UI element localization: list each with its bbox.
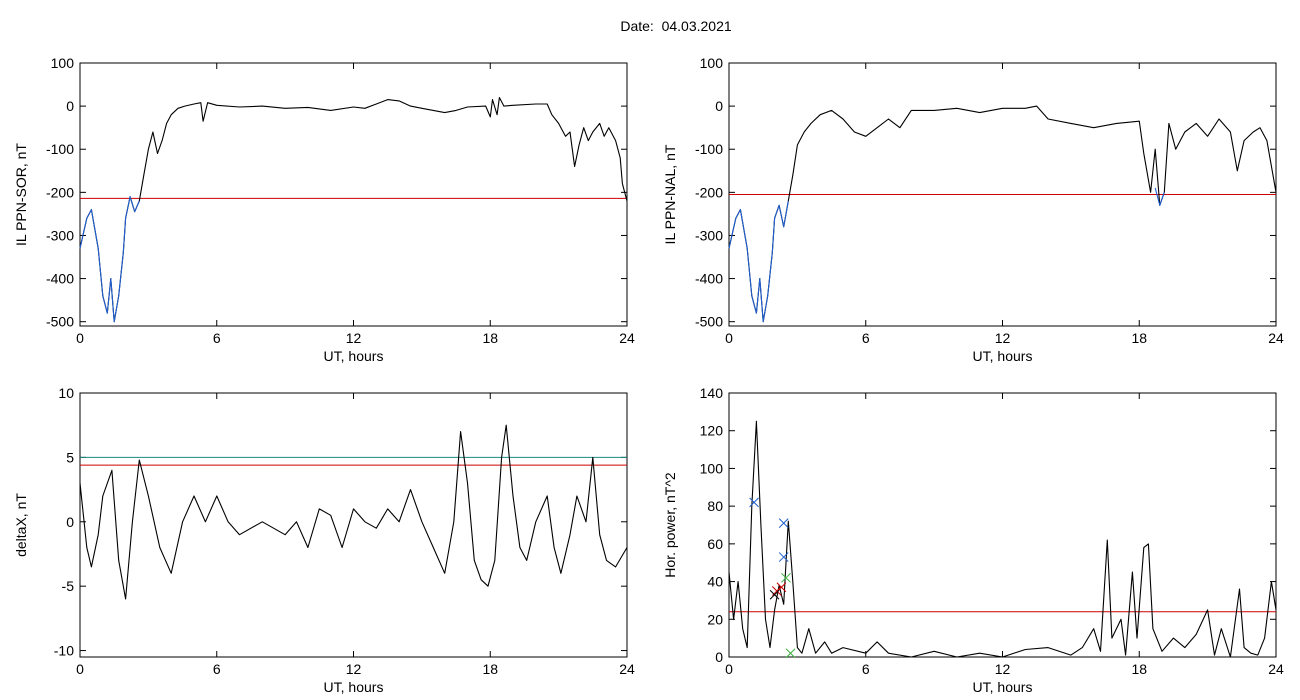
y-tick-label: -500 xyxy=(46,314,74,330)
y-axis-label: deltaX, nT xyxy=(13,493,29,557)
y-tick-label: 100 xyxy=(700,55,724,71)
x-axis-label: UT, hours xyxy=(324,679,384,695)
series-line-1 xyxy=(79,424,628,600)
marker-stroke xyxy=(778,552,789,562)
marker-stroke xyxy=(749,497,759,508)
x-axis-label: UT, hours xyxy=(973,679,1033,695)
x-tick-label: 18 xyxy=(1131,330,1147,346)
marker-x xyxy=(785,648,796,659)
y-tick-label: 10 xyxy=(58,385,74,401)
y-tick-label: -100 xyxy=(46,141,74,157)
y-tick-label: 140 xyxy=(700,385,724,401)
marker-stroke xyxy=(769,589,780,600)
marker-x xyxy=(778,518,789,528)
x-tick-label: 24 xyxy=(619,330,635,346)
marker-x xyxy=(769,589,780,600)
x-tick-label: 6 xyxy=(213,661,221,677)
y-tick-label: 20 xyxy=(707,611,723,627)
x-axis-label: UT, hours xyxy=(324,348,384,364)
x-tick-label: 12 xyxy=(995,661,1011,677)
y-tick-label: 120 xyxy=(700,423,724,439)
x-axis-label: UT, hours xyxy=(973,348,1033,364)
x-tick-label: 0 xyxy=(76,330,84,346)
y-tick-label: 5 xyxy=(66,449,74,465)
plot-frame xyxy=(79,392,628,658)
x-tick-label: 24 xyxy=(1268,330,1284,346)
marker-x xyxy=(749,497,759,508)
chart-panel-3: 0 6 12 18 24 -10 -5 0 5 10 UT, hours deltaX, nT xyxy=(13,385,635,695)
marker-stroke xyxy=(778,518,789,528)
y-tick-label: 60 xyxy=(707,536,723,552)
y-tick-label: -400 xyxy=(695,271,723,287)
y-tick-label: -500 xyxy=(695,314,723,330)
series-line-1 xyxy=(79,96,628,323)
y-tick-label: -300 xyxy=(46,227,74,243)
y-tick-label: 40 xyxy=(707,574,723,590)
y-tick-label: -5 xyxy=(62,578,75,594)
x-tick-label: 24 xyxy=(1268,661,1284,677)
y-tick-label: -10 xyxy=(54,643,74,659)
series-line-1 xyxy=(728,105,1277,323)
x-tick-label: 12 xyxy=(346,330,362,346)
marker-stroke xyxy=(785,648,796,659)
y-tick-label: 100 xyxy=(51,55,75,71)
marker-x xyxy=(778,552,789,562)
y-tick-label: 0 xyxy=(715,98,723,114)
chart-panel-4: 0 6 12 18 24 0 20 40 60 80 100 120 140 UT, hours Hor. … xyxy=(662,385,1284,695)
y-axis-label: Hor. power, nT^2 xyxy=(662,472,678,578)
plot-frame xyxy=(79,62,628,327)
x-tick-label: 18 xyxy=(482,661,498,677)
x-tick-label: 0 xyxy=(76,661,84,677)
y-axis-label: IL PPN-NAL, nT xyxy=(662,144,678,244)
x-tick-label: 0 xyxy=(725,661,733,677)
y-tick-label: -300 xyxy=(695,227,723,243)
marker-stroke xyxy=(781,572,791,583)
series-line-1 xyxy=(728,420,1277,658)
x-tick-label: 18 xyxy=(482,330,498,346)
y-tick-label: 0 xyxy=(66,514,74,530)
y-tick-label: -100 xyxy=(695,141,723,157)
x-tick-label: 12 xyxy=(346,661,362,677)
x-tick-label: 6 xyxy=(213,330,221,346)
x-tick-label: 6 xyxy=(862,661,870,677)
x-tick-label: 6 xyxy=(862,330,870,346)
y-tick-label: 0 xyxy=(715,649,723,665)
page-title: Date: 04.03.2021 xyxy=(620,18,732,34)
marker-x xyxy=(781,572,791,583)
y-tick-label: -200 xyxy=(46,184,74,200)
chart-panel-1: 0 6 12 18 24 -500 -400 -300 -200 -100 0 100 UT, hour… xyxy=(13,55,635,364)
series-line-3 xyxy=(1154,187,1165,206)
y-tick-label: -400 xyxy=(46,271,74,287)
y-tick-label: 0 xyxy=(66,98,74,114)
chart-panel-2: 0 6 12 18 24 -500 -400 -300 -200 -100 0 100 UT, hour… xyxy=(662,55,1284,364)
plot-frame xyxy=(728,392,1277,658)
x-tick-label: 12 xyxy=(995,330,1011,346)
series-line-2 xyxy=(728,200,789,323)
x-tick-label: 24 xyxy=(619,661,635,677)
y-tick-label: 80 xyxy=(707,498,723,514)
x-tick-label: 0 xyxy=(725,330,733,346)
y-tick-label: -200 xyxy=(695,184,723,200)
x-tick-label: 18 xyxy=(1131,661,1147,677)
y-tick-label: 100 xyxy=(700,460,724,476)
y-axis-label: IL PPN-SOR, nT xyxy=(13,143,29,246)
series-line-2 xyxy=(79,196,140,323)
